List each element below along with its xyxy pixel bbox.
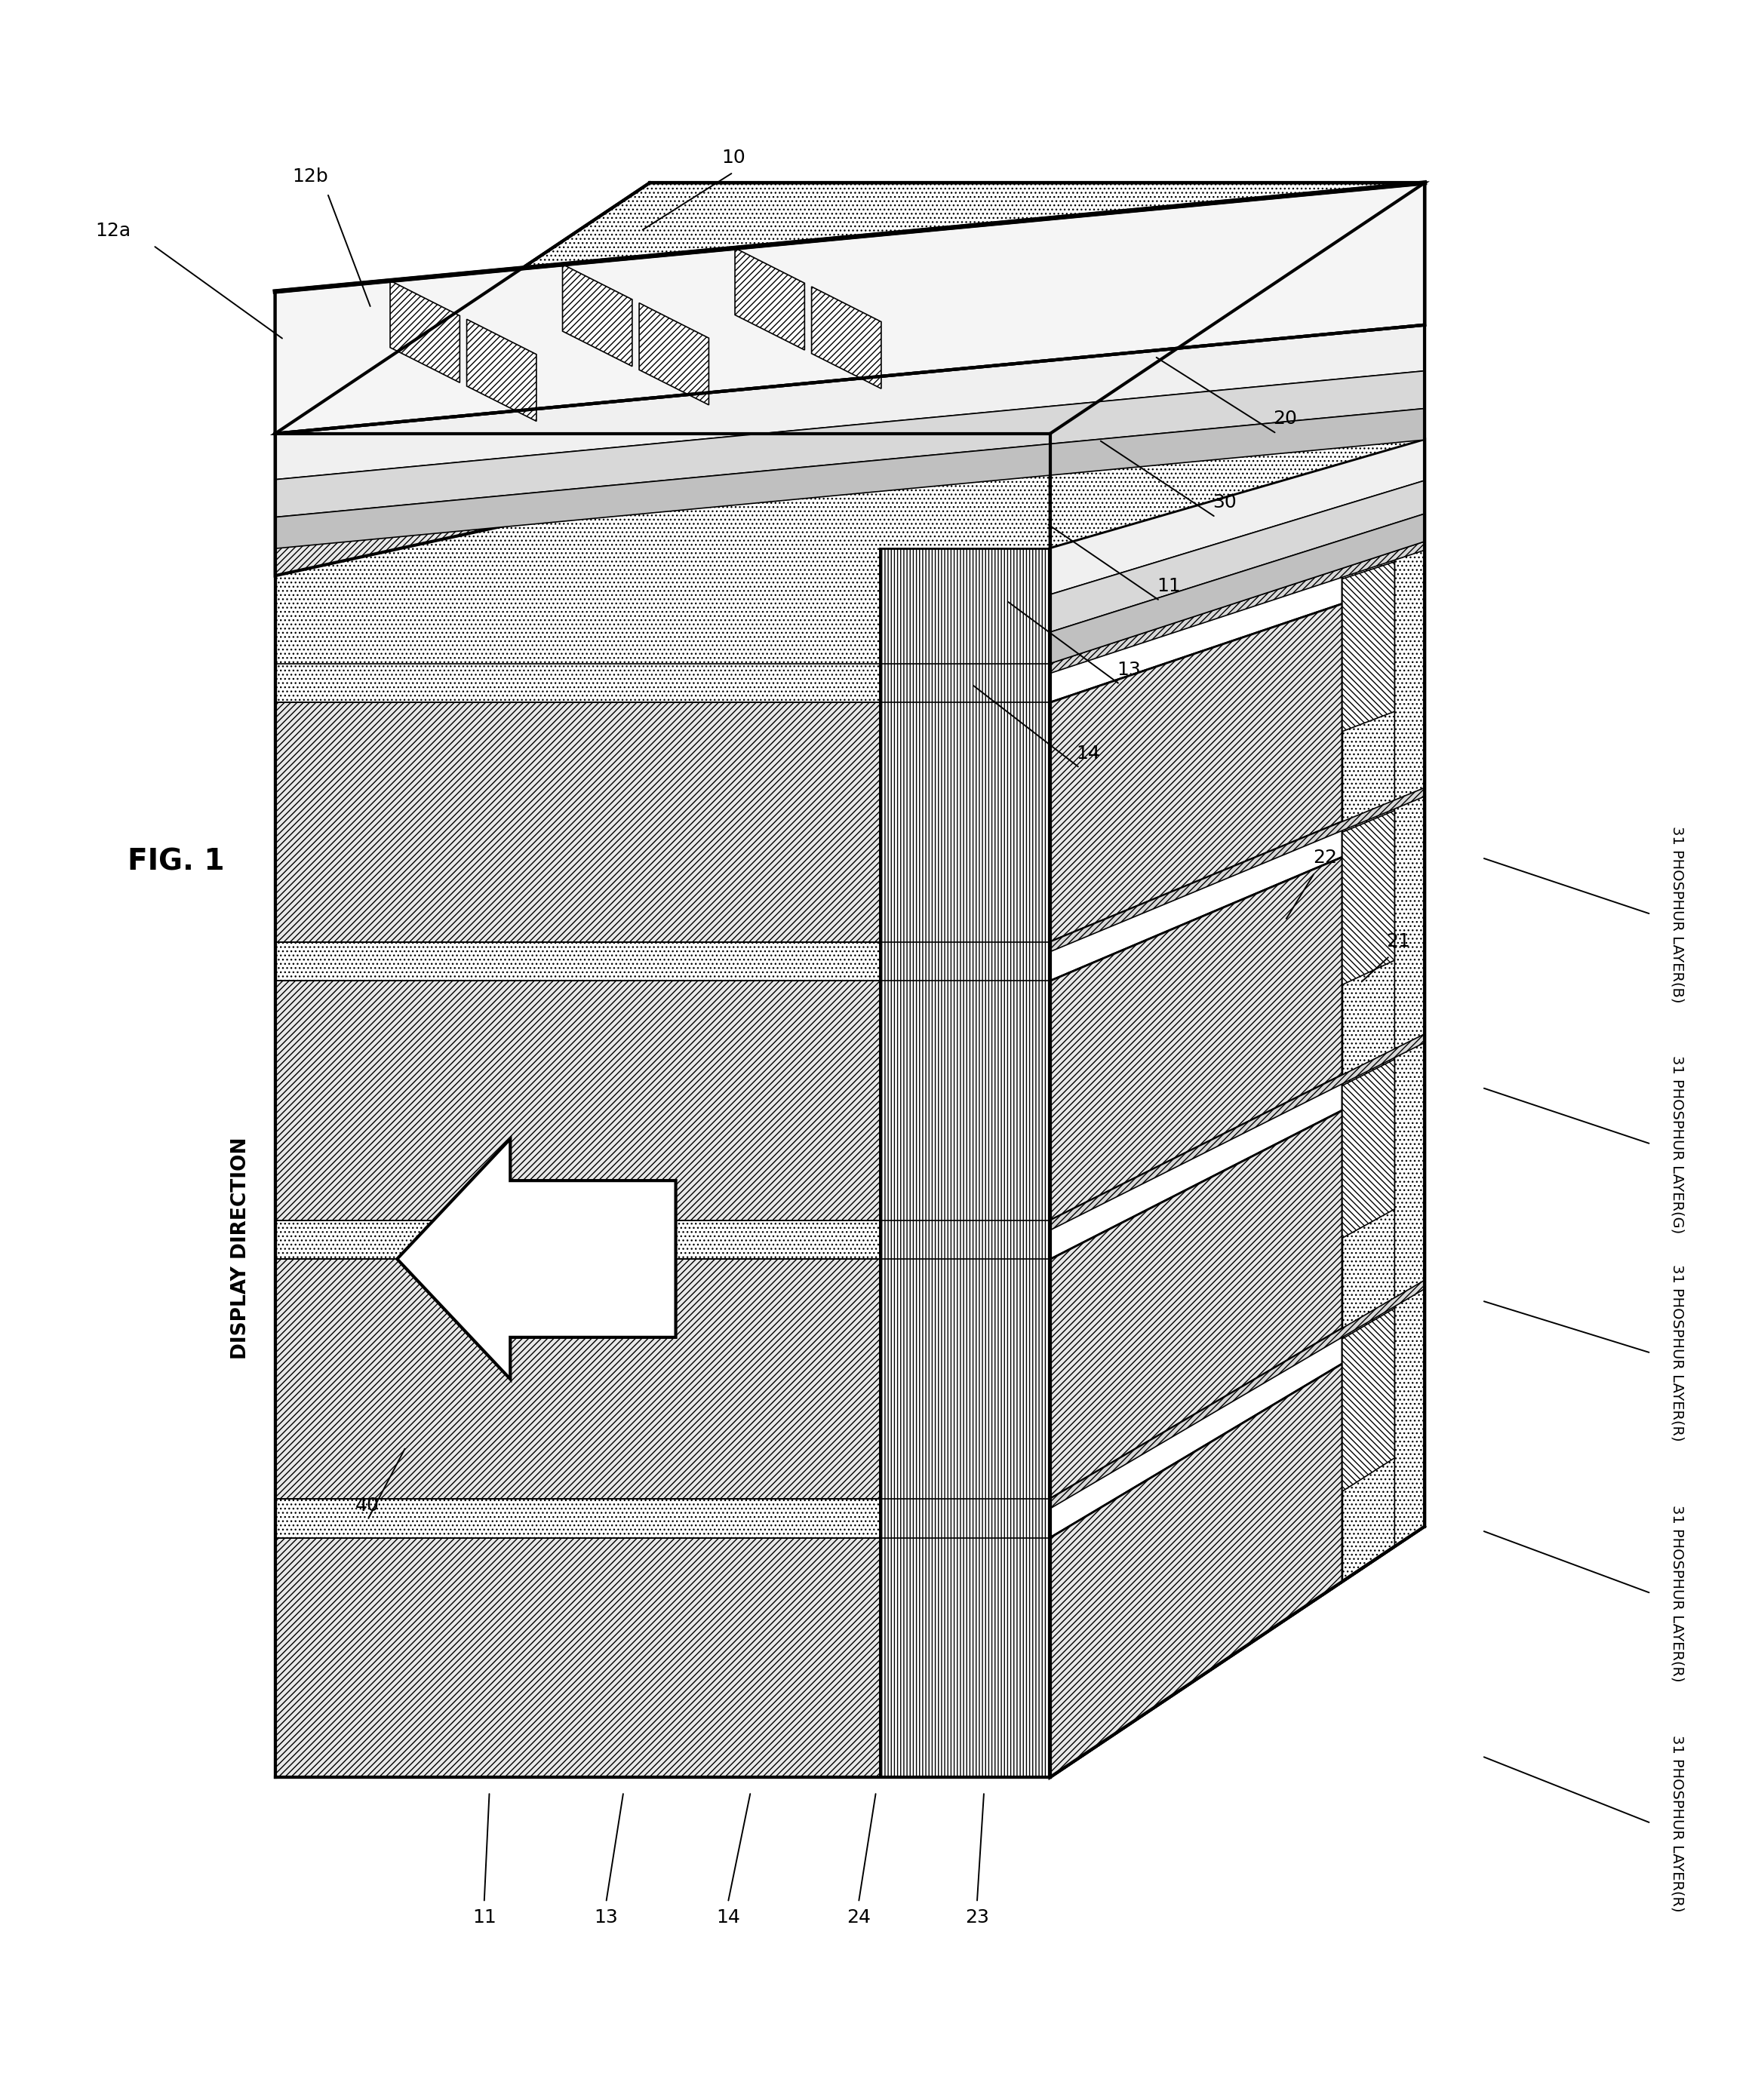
Text: FIG. 1: FIG. 1 [128, 848, 224, 876]
Text: 40: 40 [356, 1497, 380, 1514]
Polygon shape [1395, 439, 1424, 1546]
Polygon shape [1049, 542, 1424, 674]
Text: 31 PHOSPHUR LAYER(G): 31 PHOSPHUR LAYER(G) [1670, 1054, 1684, 1233]
Polygon shape [275, 701, 880, 943]
Polygon shape [485, 271, 541, 355]
Polygon shape [1049, 481, 1424, 632]
Text: 23: 23 [965, 1909, 990, 1926]
Polygon shape [562, 265, 632, 365]
Polygon shape [1049, 788, 1424, 951]
Polygon shape [1049, 1033, 1424, 1231]
Polygon shape [880, 548, 1049, 1777]
Polygon shape [1049, 1281, 1424, 1508]
Text: DISPLAY DIRECTION: DISPLAY DIRECTION [231, 1138, 251, 1359]
Polygon shape [1049, 569, 1342, 701]
Text: 31 PHOSPHUR LAYER(R): 31 PHOSPHUR LAYER(R) [1670, 1506, 1684, 1682]
FancyArrow shape [398, 1138, 676, 1380]
Polygon shape [275, 1260, 880, 1499]
Polygon shape [639, 302, 710, 405]
Polygon shape [1049, 1581, 1342, 1777]
Polygon shape [275, 183, 1424, 575]
Polygon shape [1342, 561, 1395, 731]
Polygon shape [1049, 1111, 1342, 1499]
Polygon shape [811, 288, 881, 388]
Text: 31 PHOSPHUR LAYER(R): 31 PHOSPHUR LAYER(R) [1670, 1735, 1684, 1911]
Polygon shape [1049, 439, 1424, 1777]
Polygon shape [1342, 1058, 1395, 1239]
Polygon shape [1342, 811, 1395, 985]
Polygon shape [275, 372, 1424, 517]
Text: 14: 14 [717, 1909, 739, 1926]
Polygon shape [275, 1537, 880, 1777]
Text: 12b: 12b [293, 168, 328, 185]
Polygon shape [1049, 514, 1424, 664]
Polygon shape [275, 183, 1424, 433]
Polygon shape [275, 981, 880, 1220]
Polygon shape [1049, 183, 1424, 1777]
Polygon shape [275, 326, 1424, 479]
Text: 13: 13 [1116, 662, 1141, 678]
Polygon shape [345, 323, 401, 410]
Text: 13: 13 [594, 1909, 618, 1926]
Text: 10: 10 [722, 149, 745, 166]
Polygon shape [697, 252, 752, 336]
Polygon shape [767, 286, 822, 370]
Text: 11: 11 [473, 1909, 496, 1926]
Polygon shape [1049, 605, 1342, 943]
Polygon shape [275, 410, 1424, 548]
Polygon shape [275, 183, 1424, 433]
Text: 31 PHOSPHUR LAYER(R): 31 PHOSPHUR LAYER(R) [1670, 1264, 1684, 1441]
Polygon shape [1049, 1329, 1342, 1537]
Text: 12a: 12a [95, 223, 131, 239]
Text: 31 PHOSPHUR LAYER(B): 31 PHOSPHUR LAYER(B) [1670, 825, 1684, 1002]
Polygon shape [734, 248, 804, 351]
Text: 22: 22 [1314, 848, 1337, 867]
Polygon shape [1342, 1308, 1395, 1491]
Polygon shape [275, 183, 1424, 433]
Text: 30: 30 [1212, 494, 1237, 512]
Polygon shape [1049, 857, 1342, 1220]
Text: 14: 14 [1076, 743, 1100, 762]
Text: 24: 24 [846, 1909, 871, 1926]
Polygon shape [1049, 821, 1342, 981]
Text: 20: 20 [1274, 410, 1296, 428]
Polygon shape [466, 319, 536, 422]
Text: 21: 21 [1386, 932, 1410, 951]
Polygon shape [275, 433, 1049, 1777]
Polygon shape [1049, 1075, 1342, 1260]
Polygon shape [391, 281, 459, 382]
Polygon shape [557, 304, 611, 388]
Polygon shape [275, 292, 329, 376]
Polygon shape [1049, 439, 1424, 594]
Polygon shape [1049, 1363, 1342, 1777]
Text: 11: 11 [1156, 578, 1181, 594]
